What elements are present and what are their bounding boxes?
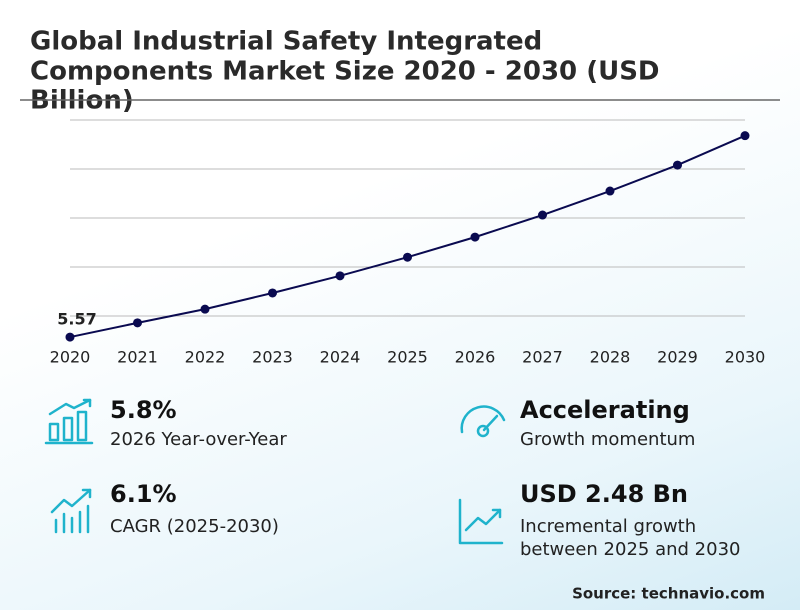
x-tick-label: 2028 <box>590 348 631 367</box>
point <box>65 332 75 342</box>
data-label: 5.57 <box>57 310 96 329</box>
x-tick-label: 2029 <box>657 348 698 367</box>
line <box>69 134 746 339</box>
point <box>470 232 480 242</box>
stat-value: 5.8% <box>110 396 177 424</box>
stat-label: CAGR (2025-2030) <box>110 516 279 537</box>
x-tick-label: 2020 <box>50 348 91 367</box>
title-line: Components Market Size 2020 - 2030 (USD <box>30 57 660 87</box>
x-tick-label: 2024 <box>320 348 361 367</box>
x-tick-label: 2027 <box>522 348 563 367</box>
growth-icon <box>458 498 504 545</box>
stat-value: USD 2.48 Bn <box>520 480 688 508</box>
stat-label: Growth momentum <box>520 429 695 450</box>
point <box>200 304 210 314</box>
point <box>740 131 750 141</box>
title-line: Global Industrial Safety Integrated <box>30 27 542 57</box>
point <box>605 186 615 196</box>
stat-value: Accelerating <box>520 396 690 424</box>
x-tick-label: 2021 <box>117 348 158 367</box>
point <box>403 252 412 262</box>
stat-label: Incremental growth <box>520 516 696 537</box>
x-tick-label: 2025 <box>387 348 428 367</box>
x-tick-label: 2030 <box>725 348 766 367</box>
point <box>673 160 682 170</box>
point <box>268 288 277 298</box>
stat-label: between 2025 and 2030 <box>520 539 740 560</box>
x-tick-label: 2026 <box>455 348 496 367</box>
gauge-icon <box>460 405 506 438</box>
source: Source: technavio.com <box>572 585 765 603</box>
stat-label: 2026 Year-over-Year <box>110 429 287 450</box>
point <box>133 318 142 328</box>
cagr-icon <box>50 488 92 534</box>
x-tick-label: 2023 <box>252 348 293 367</box>
bar-icon <box>44 398 94 445</box>
point <box>335 271 345 281</box>
point <box>538 210 547 220</box>
icons <box>44 398 506 545</box>
stat-value: 6.1% <box>110 480 177 508</box>
x-tick-label: 2022 <box>185 348 226 367</box>
